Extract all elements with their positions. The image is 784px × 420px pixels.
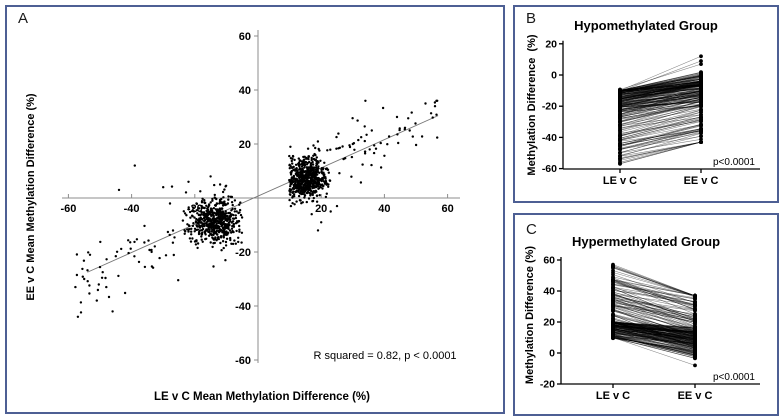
- svg-text:-60: -60: [542, 163, 557, 175]
- svg-text:40: 40: [239, 85, 251, 97]
- svg-text:-20: -20: [235, 247, 251, 259]
- svg-text:-40: -40: [542, 132, 557, 144]
- regression-line: [87, 115, 439, 273]
- scatter-points: [74, 99, 439, 318]
- svg-text:20: 20: [239, 139, 251, 151]
- panel-a-x-axis-label: LE v C Mean Methylation Difference (%): [154, 391, 370, 403]
- panel-b-hypomethylated: B Hypomethylated Group 20 0 -20 -40 -60 LE v …: [513, 5, 779, 203]
- svg-text:LE v C: LE v C: [596, 390, 630, 402]
- panel-c-y-axis-label: Methylation Difference (%): [524, 245, 536, 385]
- panel-b-title: Hypomethylated Group: [574, 18, 718, 33]
- pair-lines: [612, 264, 696, 366]
- svg-text:20: 20: [315, 203, 327, 215]
- svg-text:LE v C: LE v C: [603, 175, 637, 187]
- svg-text:20: 20: [545, 38, 557, 50]
- panel-c-label: C: [526, 221, 537, 238]
- scatter-y-tick-labels: 60 40 20 -20 -40 -60: [235, 31, 251, 367]
- svg-text:60: 60: [441, 203, 453, 215]
- svg-text:0: 0: [551, 70, 557, 82]
- svg-text:60: 60: [543, 255, 555, 267]
- svg-text:40: 40: [378, 203, 390, 215]
- svg-text:-40: -40: [235, 301, 251, 313]
- svg-text:-60: -60: [235, 355, 251, 367]
- svg-text:60: 60: [239, 31, 251, 43]
- scatter-x-tick-labels: -60 -40 -20 20 40 60: [60, 203, 453, 215]
- pair-lines: [619, 56, 702, 165]
- svg-text:EE v C: EE v C: [684, 175, 719, 187]
- panel-a-y-axis-label: EE v C Mean Methylation Difference (%): [25, 93, 37, 301]
- svg-text:-20: -20: [542, 101, 557, 113]
- svg-text:-60: -60: [60, 203, 76, 215]
- panel-a-label: A: [18, 10, 29, 27]
- scatter-axes: [62, 30, 460, 363]
- svg-text:40: 40: [543, 286, 555, 298]
- svg-text:-20: -20: [540, 379, 555, 391]
- paired-category-labels: LE v C EE v C: [596, 390, 713, 402]
- paired-y-tick-labels: 20 0 -20 -40 -60: [542, 38, 557, 175]
- paired-category-labels: LE v C EE v C: [603, 175, 719, 187]
- panel-b-p-value: p<0.0001: [713, 157, 755, 168]
- svg-text:20: 20: [543, 317, 555, 329]
- paired-lines-svg-c: 60 40 20 0 -20 LE v C EE v C: [540, 255, 760, 402]
- panel-a-scatter: A -60 -40 -20 20 40 60 60 40 20 -20 -40 -60 EE v C …: [5, 5, 505, 414]
- paired-y-tick-labels: 60 40 20 0 -20: [540, 255, 555, 391]
- panel-b-y-axis-label: Methylation Difference (%): [526, 34, 538, 176]
- pair-points: [611, 262, 697, 368]
- paired-lines-svg-b: 20 0 -20 -40 -60 LE v C EE v C: [542, 38, 760, 187]
- panel-c-p-value: p<0.0001: [713, 372, 755, 383]
- svg-text:-40: -40: [124, 203, 140, 215]
- paired-axes: [557, 257, 760, 388]
- panel-b-label: B: [526, 10, 537, 27]
- paired-axes: [559, 40, 760, 173]
- pair-points: [618, 54, 703, 166]
- regression-annotation: R squared = 0.82, p < 0.0001: [313, 350, 457, 362]
- panel-c-title: Hypermethylated Group: [571, 234, 721, 249]
- svg-text:EE v C: EE v C: [678, 390, 713, 402]
- panel-c-hypermethylated: C Hypermethylated Group 60 40 20 0 -20 LE v C…: [513, 213, 779, 416]
- svg-text:0: 0: [549, 348, 555, 360]
